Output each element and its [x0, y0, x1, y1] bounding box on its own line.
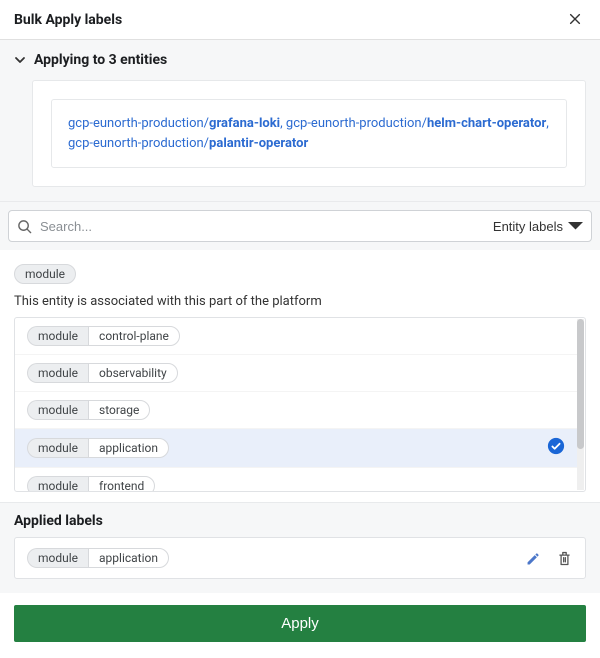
search-section: Entity labels	[0, 201, 600, 250]
footer: Apply	[0, 593, 600, 658]
close-button[interactable]	[564, 9, 586, 31]
applying-toggle[interactable]: Applying to 3 entities	[14, 52, 586, 68]
apply-button[interactable]: Apply	[14, 605, 586, 642]
label-option[interactable]: module control-plane	[15, 318, 577, 355]
entity-labels-filter[interactable]: Entity labels	[493, 219, 583, 234]
label-key-chip: module	[27, 438, 88, 458]
label-value-chip: observability	[88, 363, 178, 383]
chevron-down-icon	[14, 54, 26, 66]
trash-icon	[556, 550, 573, 567]
label-value-chip: storage	[88, 400, 150, 420]
edit-button[interactable]	[525, 550, 542, 567]
applying-header-text: Applying to 3 entities	[34, 52, 167, 68]
applied-title: Applied labels	[14, 513, 586, 529]
label-key-chip: module	[27, 400, 88, 420]
entity-link[interactable]: gcp-eunorth-production/palantir-operator	[68, 136, 308, 151]
search-icon	[17, 219, 32, 234]
filter-label: Entity labels	[493, 219, 563, 234]
caret-down-icon	[568, 219, 583, 234]
entities-list: gcp-eunorth-production/grafana-loki, gcp…	[51, 99, 567, 168]
applied-label-row: module application	[14, 537, 586, 579]
scrollbar-thumb[interactable]	[577, 319, 584, 449]
label-option[interactable]: module frontend	[15, 468, 577, 491]
labels-section: module This entity is associated with th…	[0, 250, 600, 492]
category-description: This entity is associated with this part…	[14, 294, 586, 309]
label-key-chip: module	[27, 326, 88, 346]
modal-title: Bulk Apply labels	[14, 12, 122, 28]
close-icon	[568, 12, 582, 26]
applying-section: Applying to 3 entities gcp-eunorth-produ…	[0, 40, 600, 201]
entity-link[interactable]: gcp-eunorth-production/helm-chart-operat…	[286, 116, 546, 131]
label-value-chip: control-plane	[88, 326, 180, 346]
search-input[interactable]	[32, 219, 493, 234]
pencil-icon	[525, 550, 542, 567]
category-chip[interactable]: module	[14, 264, 76, 284]
entity-link[interactable]: gcp-eunorth-production/grafana-loki	[68, 116, 280, 131]
label-value-chip: application	[88, 438, 169, 458]
scrollbar[interactable]	[577, 319, 584, 490]
applied-value-chip: application	[88, 548, 169, 568]
label-value-chip: frontend	[88, 476, 155, 491]
applied-key-chip: module	[27, 548, 88, 568]
check-icon	[547, 437, 565, 459]
label-key-chip: module	[27, 476, 88, 491]
label-option[interactable]: module application	[15, 429, 577, 468]
label-option[interactable]: module storage	[15, 392, 577, 429]
label-option[interactable]: module observability	[15, 355, 577, 392]
options-list: module control-plane module observabilit…	[14, 317, 586, 492]
applied-section: Applied labels module application	[0, 502, 600, 593]
label-key-chip: module	[27, 363, 88, 383]
delete-button[interactable]	[556, 550, 573, 567]
